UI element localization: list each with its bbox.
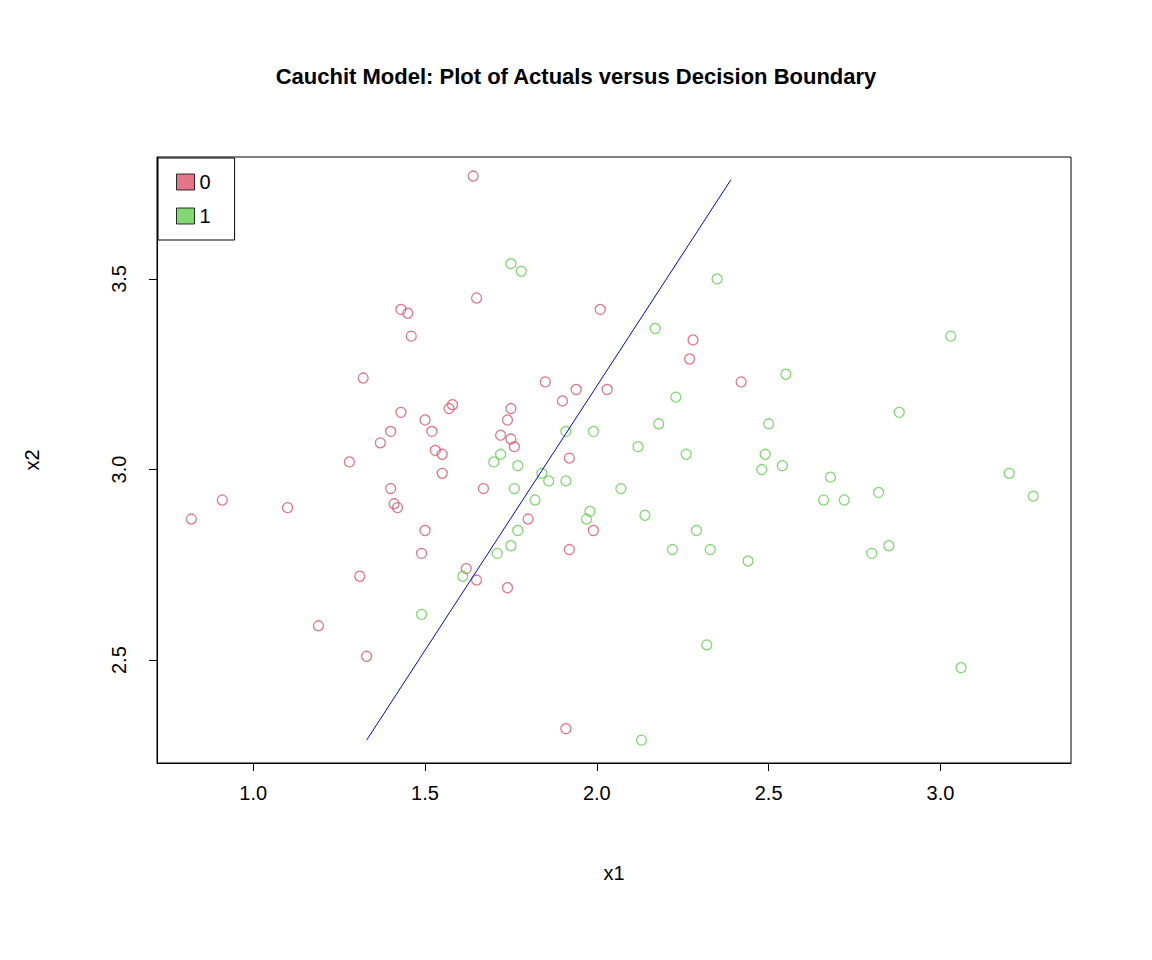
svg-text:Cauchit Model: Plot of Actuals: Cauchit Model: Plot of Actuals versus De… [276, 64, 877, 89]
svg-text:2.5: 2.5 [755, 782, 783, 804]
svg-text:x2: x2 [21, 449, 43, 470]
svg-text:x1: x1 [603, 862, 624, 884]
svg-text:2.5: 2.5 [108, 646, 130, 674]
svg-text:3.0: 3.0 [108, 456, 130, 484]
svg-text:2.0: 2.0 [583, 782, 611, 804]
svg-text:1.5: 1.5 [411, 782, 439, 804]
svg-text:0: 0 [200, 171, 211, 193]
svg-text:1: 1 [200, 205, 211, 227]
svg-text:3.0: 3.0 [927, 782, 955, 804]
svg-text:1.0: 1.0 [239, 782, 267, 804]
svg-text:3.5: 3.5 [108, 265, 130, 293]
